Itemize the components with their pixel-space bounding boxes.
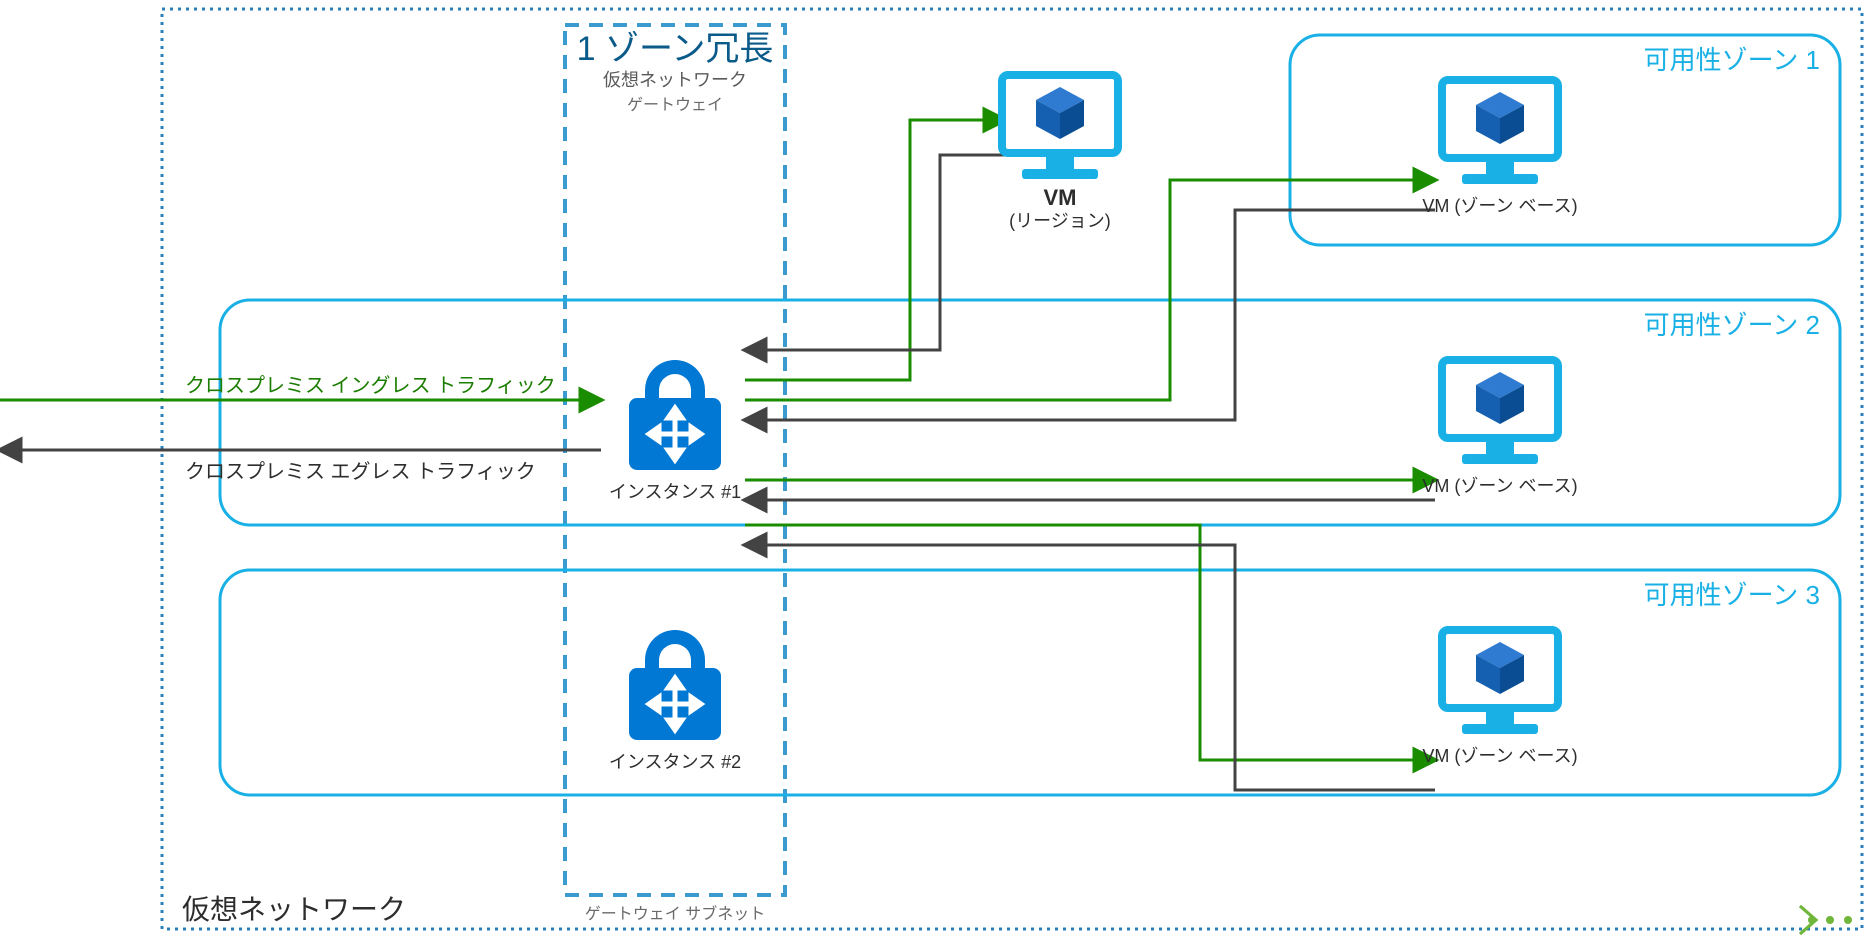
zone-2-box xyxy=(220,300,1840,525)
zone-3-title: 可用性ゾーン 3 xyxy=(1644,580,1820,610)
gateway-1-label: インスタンス #1 xyxy=(609,482,741,502)
zone-1-title: 可用性ゾーン 1 xyxy=(1644,45,1820,75)
gateway-instance-2-icon xyxy=(629,630,721,740)
vm-region-icon xyxy=(1002,75,1118,179)
header-sub2: ゲートウェイ xyxy=(627,96,723,114)
gateway-instance-1-icon xyxy=(629,360,721,470)
vnet-label: 仮想ネットワーク xyxy=(182,894,406,925)
gateway-2-label: インスタンス #2 xyxy=(609,752,741,772)
vm-zone1-label: VM (ゾーン ベース) xyxy=(1422,196,1577,216)
vm-region-title: VM xyxy=(1044,185,1077,210)
header-sub1: 仮想ネットワーク xyxy=(603,70,747,90)
vm-zone2-label: VM (ゾーン ベース) xyxy=(1422,476,1577,496)
egress-label: クロスプレミス エグレス トラフィック xyxy=(185,460,536,483)
vm-zone1-icon xyxy=(1442,80,1558,184)
header-title: 1 ゾーン冗長 xyxy=(577,30,774,68)
vm-zone3-label: VM (ゾーン ベース) xyxy=(1422,746,1577,766)
gateway-subnet-label: ゲートウェイ サブネット xyxy=(585,904,765,923)
vm-zone3-icon xyxy=(1442,630,1558,734)
vm-region-sub: (リージョン) xyxy=(1009,211,1111,231)
ingress-label: クロスプレミス イングレス トラフィック xyxy=(185,374,556,397)
zone-2-title: 可用性ゾーン 2 xyxy=(1644,310,1820,340)
vm-zone2-icon xyxy=(1442,360,1558,464)
zone-3-box xyxy=(220,570,1840,795)
